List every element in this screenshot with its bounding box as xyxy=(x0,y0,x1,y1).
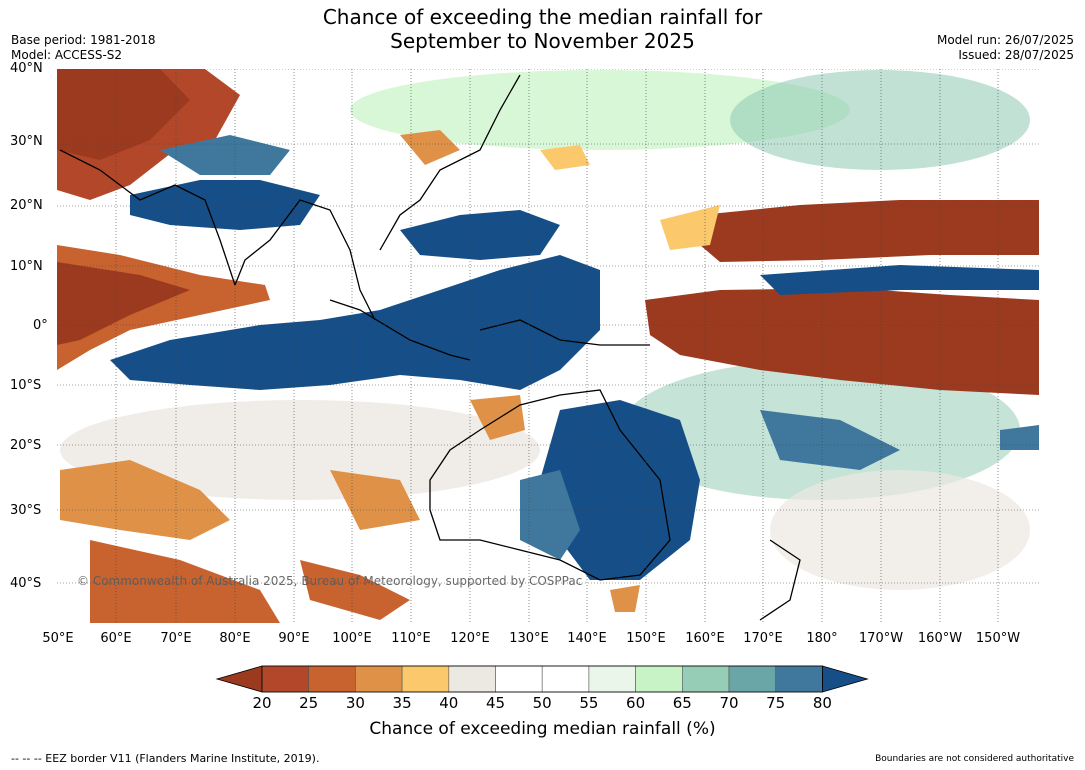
colorbar-title: Chance of exceeding median rainfall (%) xyxy=(369,719,716,739)
colorbar-swatch xyxy=(588,665,636,693)
lon-label-150w: 150°W xyxy=(975,631,1021,646)
lon-label-100e: 100°E xyxy=(332,631,372,646)
boundaries-disclaimer: Boundaries are not considered authoritat… xyxy=(875,754,1074,764)
colorbar-tick-label: 60 xyxy=(626,694,646,712)
colorbar-swatch xyxy=(775,665,823,693)
colorbar-high-arrow xyxy=(822,665,869,693)
eez-border-note: -- -- -- EEZ border V11 (Flanders Marine… xyxy=(11,752,320,765)
map-field xyxy=(57,69,1039,623)
lat-label-20n: 20°N xyxy=(10,198,43,213)
colorbar-low-arrow xyxy=(215,665,263,693)
colorbar-tick-label: 30 xyxy=(345,694,365,712)
colorbar-swatch xyxy=(495,665,543,693)
colorbar-tick-label: 50 xyxy=(532,694,552,712)
lat-label-20s: 20°S xyxy=(10,438,42,453)
map-title-line2: September to November 2025 xyxy=(390,29,695,53)
lat-label-equator: 0° xyxy=(33,318,48,333)
lon-label-170w: 170°W xyxy=(858,631,904,646)
lat-label-10s: 10°S xyxy=(10,378,42,393)
colorbar-tick-label: 20 xyxy=(252,694,272,712)
colorbar-tick-label: 40 xyxy=(439,694,459,712)
colorbar-tick-label: 25 xyxy=(299,694,319,712)
lat-label-40n: 40°N xyxy=(10,61,43,76)
colorbar-swatch xyxy=(728,665,777,693)
colorbar-tick-label: 35 xyxy=(392,694,412,712)
colorbar-tick-label: 65 xyxy=(672,694,692,712)
lon-label-130e: 130°E xyxy=(509,631,549,646)
lon-label-160w: 160°W xyxy=(917,631,963,646)
lon-label-180: 180° xyxy=(806,631,838,646)
colorbar-swatch xyxy=(448,665,496,693)
model-run-label: Model run: 26/07/2025 xyxy=(936,33,1074,47)
coastlines xyxy=(59,74,801,621)
lon-label-140e: 140°E xyxy=(567,631,607,646)
colorbar-tick-label: 75 xyxy=(766,694,786,712)
colorbar-swatch xyxy=(308,665,356,693)
colorbar-swatch xyxy=(635,665,683,693)
lon-label-60e: 60°E xyxy=(100,631,132,646)
lon-label-110e: 110°E xyxy=(391,631,431,646)
lat-label-30n: 30°N xyxy=(10,134,43,149)
lat-label-30s: 30°S xyxy=(10,503,42,518)
colorbar-tick-label: 80 xyxy=(812,694,832,712)
colorbar-tick-label: 70 xyxy=(719,694,739,712)
lon-label-90e: 90°E xyxy=(278,631,310,646)
map-title-line1: Chance of exceeding the median rainfall … xyxy=(322,5,763,29)
colorbar-swatch xyxy=(401,665,450,693)
issued-label: Issued: 28/07/2025 xyxy=(958,48,1074,62)
lon-label-120e: 120°E xyxy=(450,631,490,646)
lon-label-150e: 150°E xyxy=(626,631,666,646)
colorbar-swatch xyxy=(681,665,730,693)
base-period-label: Base period: 1981-2018 xyxy=(11,33,156,47)
lat-label-40s: 40°S xyxy=(10,576,42,591)
lon-label-50e: 50°E xyxy=(42,631,74,646)
lon-label-70e: 70°E xyxy=(160,631,192,646)
colorbar-swatch xyxy=(355,665,403,693)
colorbar-tick-label: 55 xyxy=(579,694,599,712)
lon-label-170e: 170°E xyxy=(743,631,783,646)
lat-label-10n: 10°N xyxy=(10,259,43,274)
model-label: Model: ACCESS-S2 xyxy=(11,48,123,62)
lon-label-80e: 80°E xyxy=(219,631,251,646)
copyright-watermark: © Commonwealth of Australia 2025, Bureau… xyxy=(77,574,583,588)
lon-label-160e: 160°E xyxy=(685,631,725,646)
colorbar-swatch xyxy=(541,665,590,693)
colorbar-tick-label: 45 xyxy=(485,694,506,712)
map-gridlines xyxy=(57,69,1039,623)
colorbar-swatch xyxy=(261,665,310,693)
